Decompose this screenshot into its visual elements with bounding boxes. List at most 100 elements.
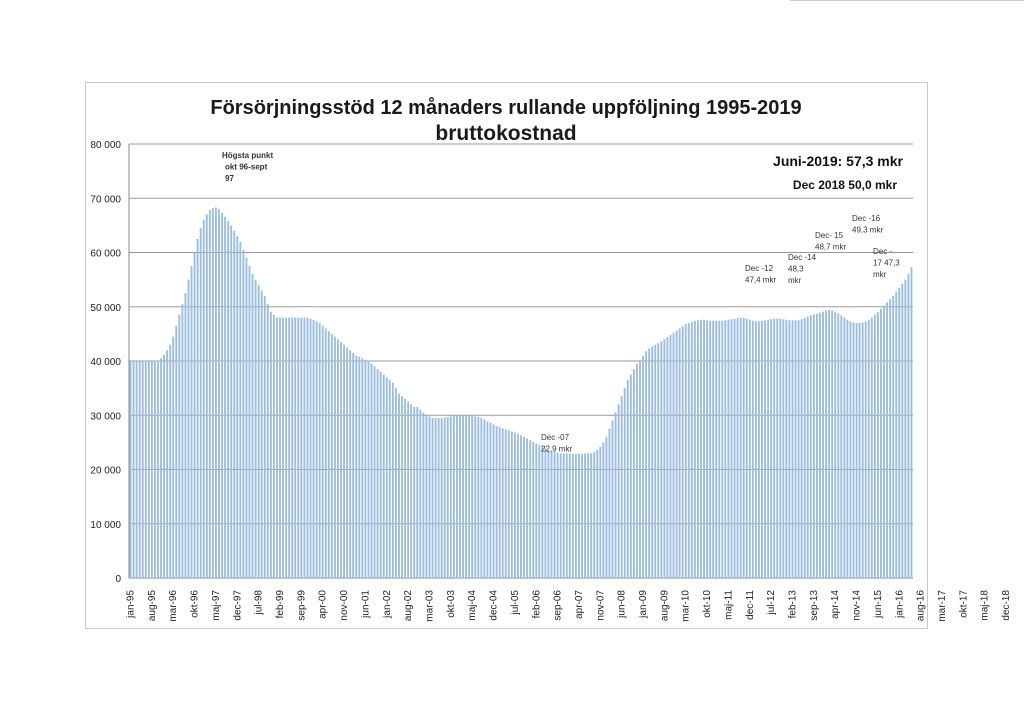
bar [242, 249, 245, 579]
bar [407, 401, 410, 578]
x-tick-label: jan-95 [126, 590, 137, 619]
annotation-line: Dec -12 [745, 264, 774, 273]
bar [321, 325, 324, 578]
bar [370, 363, 373, 578]
bar [376, 369, 379, 578]
bar [822, 311, 824, 578]
bar [568, 453, 571, 578]
bar [300, 317, 303, 578]
x-tick-label: dec-11 [745, 590, 756, 620]
bar [178, 314, 181, 578]
bar [815, 313, 818, 578]
annotation-line: Dec -14 [788, 253, 817, 262]
bar [550, 451, 553, 578]
bar [312, 319, 315, 578]
bar [471, 415, 474, 578]
bar [510, 431, 513, 578]
x-tick-label: mar-03 [424, 590, 435, 622]
bar [248, 266, 251, 578]
annotation: Högsta punkt okt 96-sept 97 [222, 151, 273, 183]
bar [227, 221, 230, 578]
bar [132, 361, 135, 578]
y-tick-label: 30 000 [90, 411, 121, 422]
bar [660, 341, 663, 578]
bar [895, 291, 898, 578]
bar [318, 323, 321, 578]
x-tick-label: sep-13 [809, 590, 820, 621]
bar [690, 321, 693, 578]
bar [812, 314, 815, 578]
x-tick-label: nov-00 [339, 590, 350, 621]
bar [819, 312, 821, 578]
bar [892, 295, 895, 578]
chart-subtitle: bruttokostnad [435, 122, 576, 145]
bar [428, 416, 431, 578]
x-tick-label: dec-97 [232, 590, 243, 621]
x-tick-label: feb-13 [788, 590, 799, 619]
bar [254, 279, 257, 579]
bar [880, 308, 882, 578]
bar [269, 312, 272, 578]
bar [571, 453, 574, 578]
x-tick-label: dec-18 [1001, 590, 1012, 621]
bar [834, 311, 837, 578]
bar [285, 317, 288, 578]
bar [364, 359, 367, 578]
bar [196, 238, 199, 578]
x-tick-label: jan-09 [638, 590, 649, 619]
bar [245, 257, 248, 578]
bar [257, 285, 260, 578]
bar [706, 320, 709, 578]
bar [803, 318, 806, 578]
annotation-line: 17 47,3 [873, 259, 900, 268]
bar [361, 358, 364, 578]
bar [846, 319, 849, 578]
bar [718, 320, 721, 578]
bar [513, 432, 516, 578]
x-tick-label: okt-96 [190, 590, 201, 618]
annotation-line: Dec- 15 [815, 231, 844, 240]
headline-dec-2018: Dec 2018 50,0 mkr [793, 178, 897, 192]
bar [663, 339, 666, 578]
bar [211, 208, 214, 578]
annotation-line: 48,3 [788, 265, 804, 274]
bar [373, 366, 376, 578]
bar [526, 438, 529, 578]
bar [629, 374, 632, 578]
bar [642, 355, 644, 578]
bar [324, 328, 327, 578]
bar [398, 393, 400, 578]
bar [520, 435, 522, 578]
bar [449, 416, 452, 578]
bar [864, 321, 867, 578]
bar [855, 323, 858, 578]
bar [517, 433, 519, 578]
bar [391, 382, 394, 578]
bar [596, 449, 599, 578]
bar [157, 361, 159, 578]
bar [684, 324, 687, 578]
bar [489, 422, 492, 578]
bar [459, 415, 461, 578]
y-tick-label: 80 000 [90, 140, 121, 151]
bar [480, 417, 483, 578]
bar [648, 348, 651, 578]
bar [218, 209, 220, 578]
annotation-line: Dec -07 [541, 433, 570, 442]
bar [532, 441, 535, 578]
x-tick-label: feb-99 [275, 590, 286, 619]
bar [742, 317, 745, 578]
bar [748, 319, 751, 578]
bar [901, 283, 904, 578]
bar [495, 426, 498, 578]
annotation: Dec -12 47,4 mkr [745, 264, 776, 285]
bar [352, 352, 355, 578]
x-tick-label: mar-17 [937, 590, 948, 622]
bar [910, 267, 913, 578]
bar [181, 304, 184, 578]
x-tick-label: jan-16 [894, 590, 905, 619]
x-tick-label: nov-14 [852, 590, 863, 621]
bar [837, 313, 840, 578]
bar [721, 320, 724, 578]
annotation-line: Högsta punkt [222, 151, 273, 160]
